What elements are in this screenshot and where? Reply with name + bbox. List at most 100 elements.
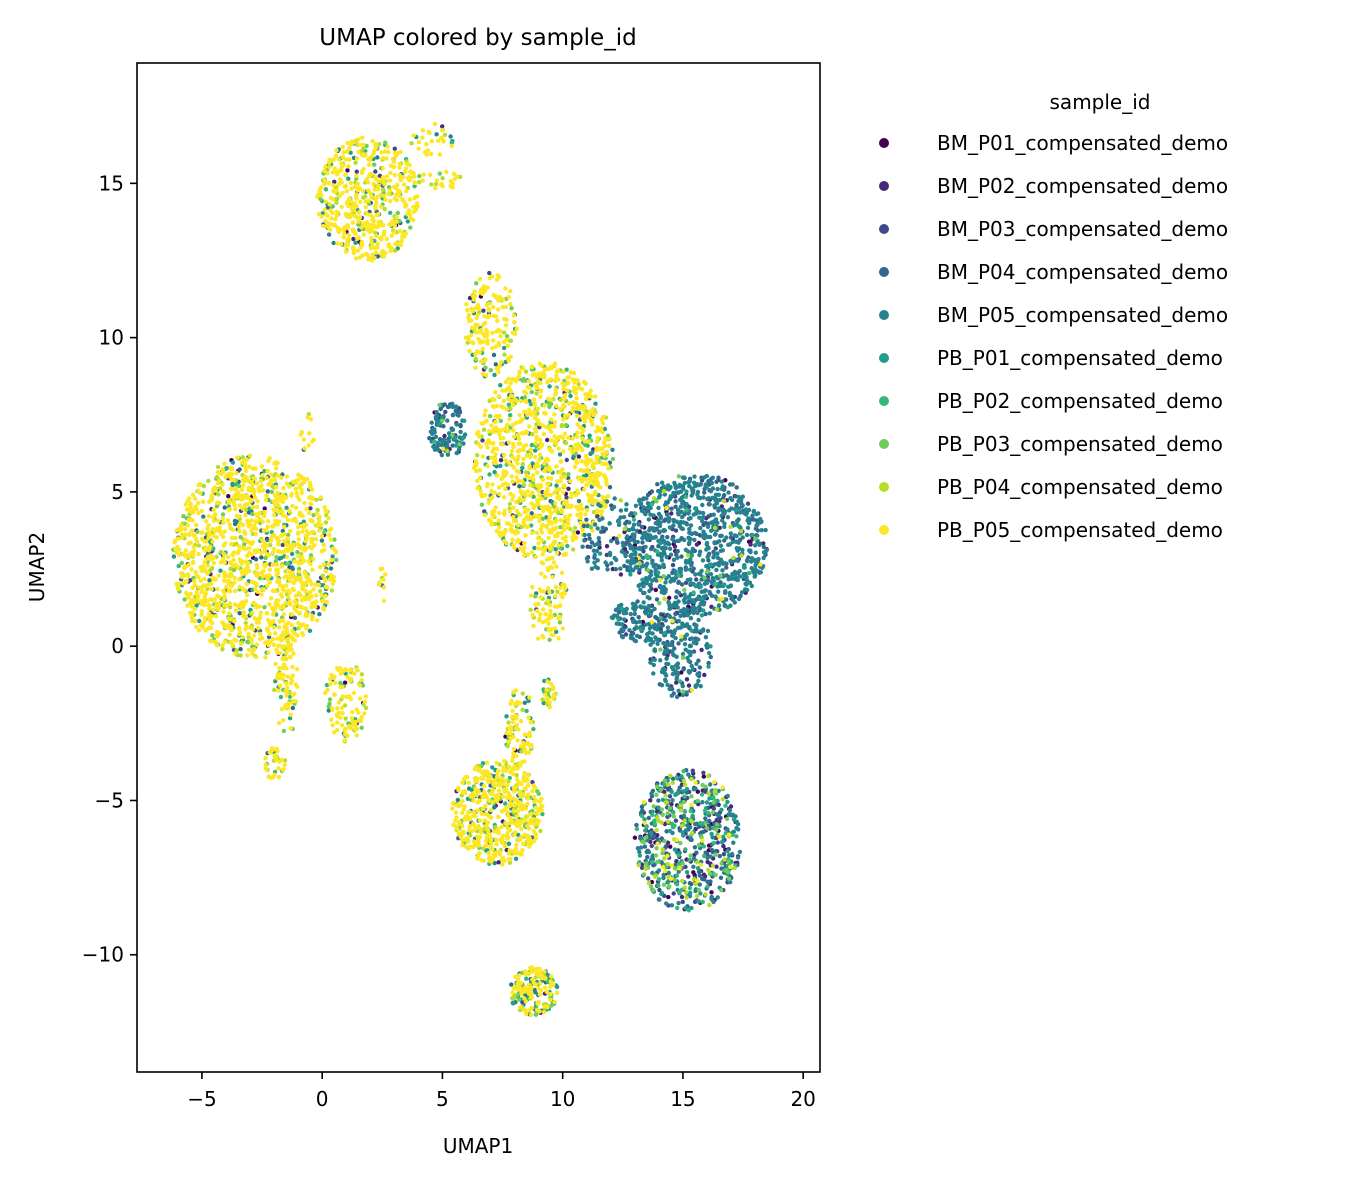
scatter-point	[310, 487, 315, 492]
scatter-point	[243, 571, 249, 576]
scatter-point	[258, 631, 263, 637]
scatter-point	[543, 505, 548, 510]
scatter-point	[297, 484, 302, 490]
scatter-point	[372, 255, 377, 261]
scatter-point	[570, 405, 576, 410]
scatter-point	[348, 667, 353, 673]
scatter-point	[187, 512, 192, 517]
scatter-point	[739, 553, 744, 558]
scatter-point	[532, 402, 537, 408]
scatter-point	[346, 232, 351, 238]
scatter-point	[494, 403, 499, 409]
scatter-point	[287, 508, 292, 513]
scatter-point	[247, 464, 252, 469]
scatter-point	[740, 535, 745, 540]
scatter-point	[279, 475, 284, 480]
scatter-point	[411, 133, 416, 138]
scatter-point	[310, 496, 315, 501]
scatter-point	[300, 529, 305, 534]
scatter-point	[699, 589, 704, 594]
scatter-point	[215, 464, 221, 470]
scatter-point	[484, 441, 489, 446]
scatter-point	[517, 369, 522, 374]
scatter-point	[508, 354, 513, 359]
scatter-point	[217, 500, 222, 506]
scatter-point	[706, 650, 712, 656]
scatter-point	[241, 610, 246, 615]
scatter-point	[607, 436, 612, 442]
scatter-point	[295, 684, 300, 689]
scatter-point	[590, 463, 595, 468]
scatter-point	[205, 571, 210, 576]
scatter-point	[715, 551, 720, 556]
scatter-point	[539, 441, 544, 447]
scatter-point	[260, 574, 266, 579]
scatter-point	[420, 135, 425, 140]
scatter-point	[299, 555, 305, 560]
scatter-point	[201, 514, 206, 519]
scatter-point	[670, 536, 675, 542]
scatter-point	[645, 555, 651, 560]
scatter-point	[251, 526, 256, 531]
scatter-point	[541, 431, 546, 437]
scatter-point	[339, 241, 344, 247]
scatter-point	[540, 633, 545, 639]
scatter-point	[246, 647, 252, 652]
scatter-point	[237, 514, 242, 519]
scatter-point	[253, 519, 258, 524]
scatter-point	[688, 616, 694, 621]
scatter-point	[498, 463, 503, 469]
scatter-point	[381, 585, 387, 590]
scatter-point	[702, 575, 707, 580]
scatter-point	[462, 418, 467, 423]
scatter-point	[701, 608, 706, 613]
scatter-point	[510, 479, 515, 484]
scatter-point	[546, 586, 551, 591]
scatter-point	[227, 507, 232, 512]
scatter-point	[288, 712, 293, 717]
scatter-point	[255, 498, 260, 504]
scatter-point	[213, 614, 219, 619]
scatter-point	[353, 160, 358, 165]
scatter-point	[661, 528, 666, 534]
scatter-point	[183, 527, 188, 532]
scatter-point	[458, 422, 463, 428]
scatter-point	[575, 530, 581, 535]
scatter-point	[560, 626, 565, 631]
scatter-point	[388, 170, 393, 175]
scatter-point	[274, 460, 279, 465]
scatter-point	[669, 506, 674, 511]
scatter-point	[266, 650, 271, 655]
scatter-point	[483, 513, 488, 518]
scatter-point	[190, 492, 196, 497]
scatter-point	[449, 143, 454, 149]
scatter-point	[179, 523, 184, 528]
scatter-point	[739, 500, 744, 506]
scatter-point	[491, 338, 496, 343]
scatter-point	[701, 495, 706, 500]
scatter-point	[701, 529, 706, 534]
scatter-point	[282, 575, 287, 580]
scatter-point	[424, 142, 429, 147]
scatter-point	[571, 547, 576, 552]
scatter-point	[544, 557, 550, 562]
scatter-point	[210, 633, 215, 638]
scatter-point	[449, 427, 455, 432]
scatter-point	[290, 628, 295, 634]
scatter-point	[644, 578, 650, 584]
scatter-point	[288, 681, 293, 686]
scatter-point	[434, 410, 439, 415]
scatter-point	[394, 192, 399, 197]
scatter-point	[665, 647, 670, 653]
scatter-point	[529, 550, 535, 555]
scatter-point	[222, 461, 227, 466]
scatter-point	[221, 543, 226, 548]
scatter-point	[274, 562, 279, 567]
scatter-point	[595, 455, 600, 460]
scatter-point	[338, 227, 343, 232]
scatter-point	[667, 614, 673, 620]
scatter-point	[763, 527, 768, 533]
scatter-point	[479, 421, 484, 426]
scatter-point	[642, 590, 647, 596]
scatter-point	[658, 647, 663, 652]
